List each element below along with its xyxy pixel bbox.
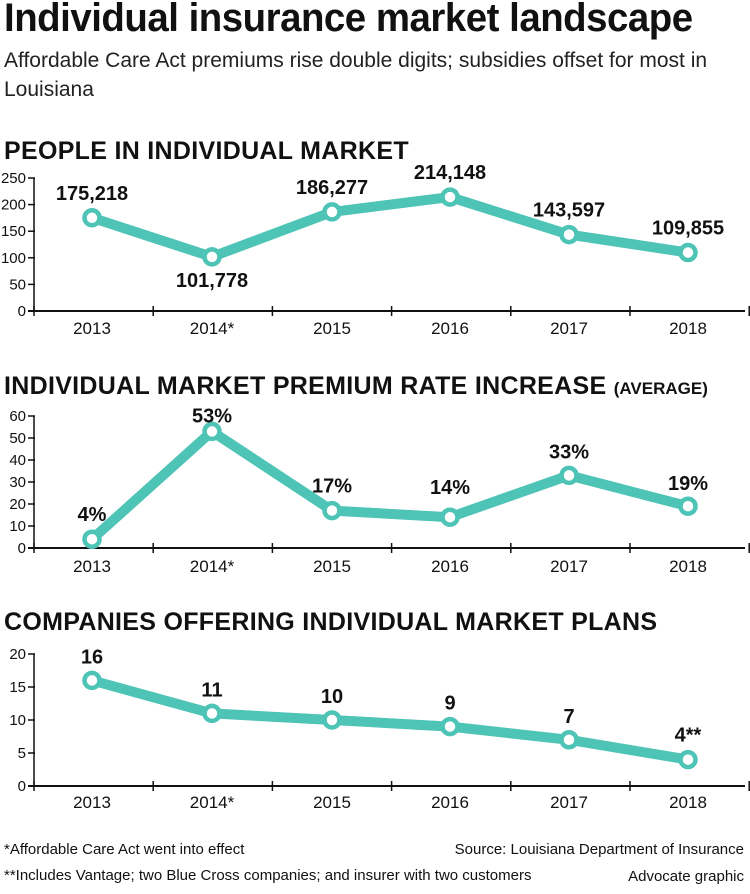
y-tick-label: 30 — [9, 474, 26, 491]
series-line — [87, 675, 693, 765]
data-point — [82, 670, 102, 691]
y-tick-label: 15 — [9, 679, 26, 696]
data-point — [440, 507, 460, 527]
x-tick-label: 2014* — [190, 557, 235, 576]
x-tick-label: 2017 — [550, 557, 588, 576]
data-label: 19% — [668, 473, 708, 495]
source-credit: Source: Louisiana Department of Insuranc… — [454, 841, 744, 858]
x-tick-label: 2015 — [313, 319, 351, 338]
data-point — [559, 465, 579, 486]
data-label: 175,218 — [56, 183, 128, 205]
chart-title-premium: INDIVIDUAL MARKET PREMIUM RATE INCREASE … — [4, 372, 708, 401]
y-tick-label: 0 — [18, 303, 26, 320]
x-tick-label: 2016 — [431, 319, 469, 338]
y-tick-label: 100 — [1, 250, 26, 267]
x-tick-label: 2014* — [190, 319, 235, 338]
data-point — [678, 496, 698, 516]
page-subtitle: Affordable Care Act premiums rise double… — [4, 49, 708, 101]
data-label: 16 — [81, 646, 103, 668]
data-label: 4% — [78, 504, 107, 526]
data-label: 214,148 — [414, 162, 486, 184]
x-tick-label: 2013 — [73, 319, 111, 338]
y-tick-label: 50 — [9, 276, 26, 293]
page-title: Individual insurance market landscape — [4, 0, 693, 40]
y-tick-label: 5 — [18, 745, 26, 762]
data-point — [440, 716, 460, 737]
data-point — [678, 242, 698, 263]
chart-title-people-text: PEOPLE IN INDIVIDUAL MARKET — [4, 137, 409, 165]
data-point — [202, 703, 222, 724]
data-label: 9 — [444, 693, 455, 715]
data-label: 17% — [312, 476, 352, 498]
data-label: 4** — [675, 725, 702, 747]
data-point — [322, 202, 342, 222]
series-line — [87, 192, 693, 262]
data-point — [440, 187, 460, 207]
y-tick-label: 200 — [1, 197, 26, 214]
data-point — [559, 224, 579, 245]
chart-title-people: PEOPLE IN INDIVIDUAL MARKET — [4, 137, 409, 166]
chart-title-premium-suffix: (AVERAGE) — [613, 379, 708, 398]
data-point — [678, 749, 698, 770]
chart-title-companies: COMPANIES OFFERING INDIVIDUAL MARKET PLA… — [4, 608, 657, 637]
x-tick-label: 2015 — [313, 557, 351, 576]
y-tick-label: 0 — [18, 778, 26, 795]
x-tick-label: 2014* — [190, 793, 235, 812]
chart-title-premium-text: INDIVIDUAL MARKET PREMIUM RATE INCREASE — [4, 372, 607, 400]
x-tick-label: 2016 — [431, 793, 469, 812]
graphic-credit: Advocate graphic — [628, 868, 744, 885]
data-point — [202, 247, 222, 267]
x-tick-label: 2017 — [550, 319, 588, 338]
x-tick-label: 2018 — [669, 793, 707, 812]
x-tick-label: 2017 — [550, 793, 588, 812]
data-label: 143,597 — [533, 200, 605, 222]
y-tick-label: 20 — [9, 646, 26, 663]
data-point — [322, 500, 342, 521]
y-tick-label: 60 — [9, 408, 26, 425]
data-label: 10 — [321, 686, 343, 708]
data-label: 14% — [430, 477, 470, 499]
y-tick-label: 0 — [18, 540, 26, 557]
y-tick-label: 50 — [9, 430, 26, 447]
series-line — [87, 426, 693, 545]
y-tick-label: 10 — [9, 518, 26, 535]
x-tick-label: 2018 — [669, 319, 707, 338]
footnote-vantage: **Includes Vantage; two Blue Cross compa… — [4, 867, 532, 884]
data-point — [82, 529, 102, 549]
data-label: 7 — [563, 706, 574, 728]
data-point — [559, 730, 579, 750]
data-point — [322, 710, 342, 730]
y-tick-label: 250 — [1, 170, 26, 187]
data-label: 109,855 — [652, 218, 724, 240]
data-label: 53% — [192, 405, 232, 427]
data-label: 186,277 — [296, 177, 368, 199]
data-point — [82, 208, 102, 228]
x-tick-label: 2016 — [431, 557, 469, 576]
data-point — [202, 421, 222, 442]
chart-title-companies-text: COMPANIES OFFERING INDIVIDUAL MARKET PLA… — [4, 608, 658, 636]
x-tick-label: 2013 — [73, 557, 111, 576]
y-tick-label: 20 — [9, 496, 26, 513]
x-tick-label: 2015 — [313, 793, 351, 812]
y-tick-label: 10 — [9, 712, 26, 729]
x-tick-label: 2013 — [73, 793, 111, 812]
y-tick-label: 40 — [9, 452, 26, 469]
data-label: 33% — [549, 441, 589, 463]
y-tick-label: 150 — [1, 223, 26, 240]
footnote-aca: *Affordable Care Act went into effect — [4, 841, 245, 858]
data-label: 11 — [201, 679, 222, 701]
data-label: 101,778 — [176, 270, 248, 292]
x-tick-label: 2018 — [669, 557, 707, 576]
